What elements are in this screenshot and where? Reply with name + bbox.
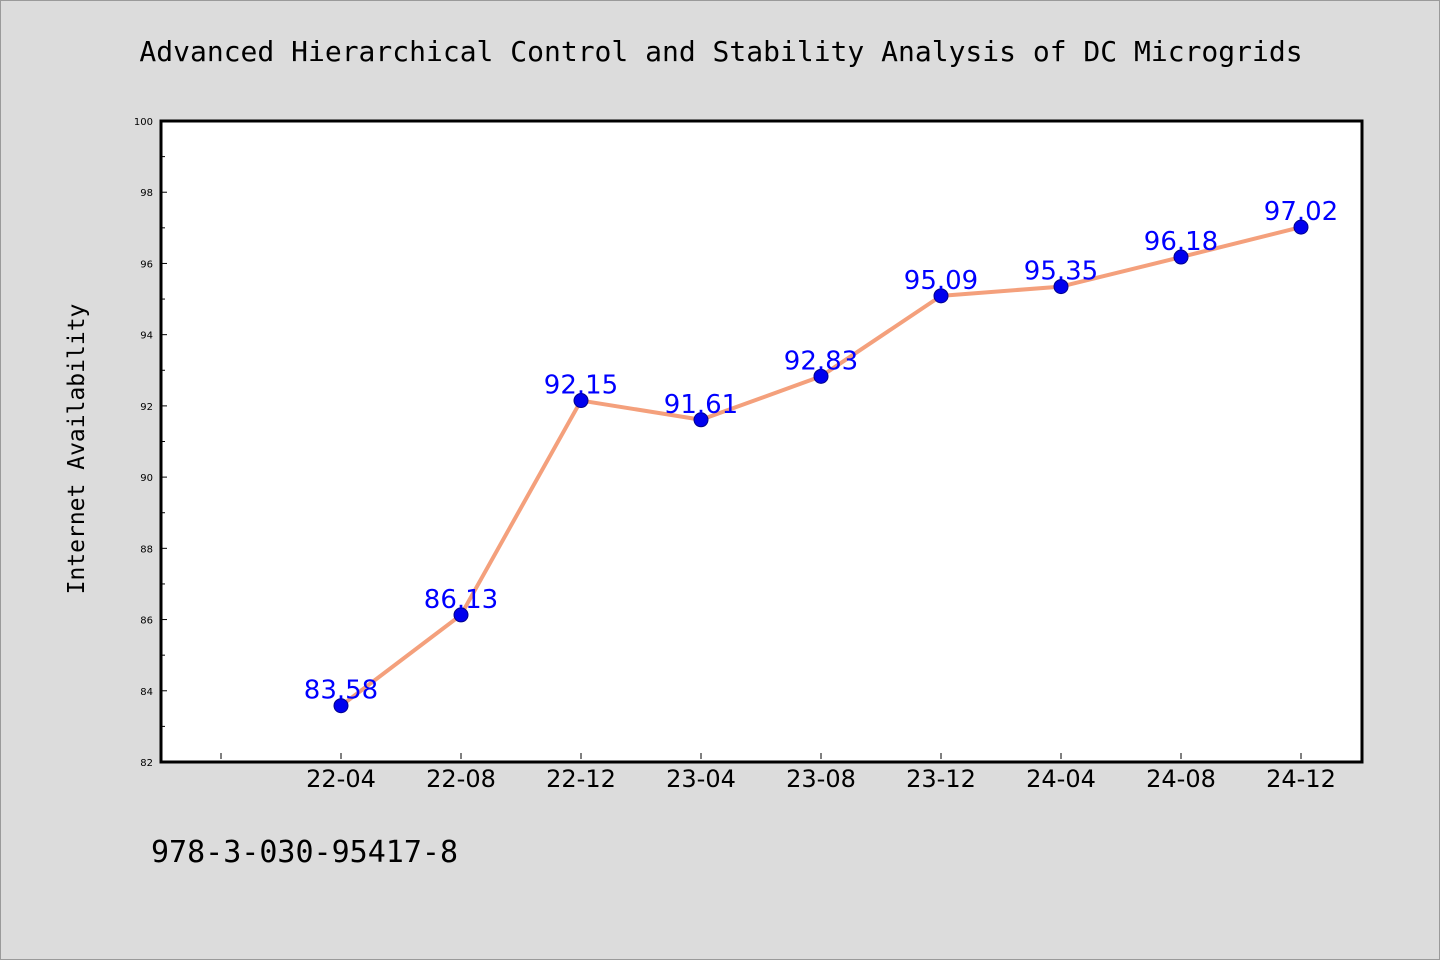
x-tick-label: 24-04: [1026, 765, 1096, 793]
x-axis: 22-04 22-08 22-12 23-04 23-08 23-12 24-04 24-08…: [220, 753, 1336, 793]
data-point-marker: [813, 368, 829, 384]
x-tick-label: 22-08: [426, 765, 496, 793]
x-tick-label: 23-12: [906, 765, 976, 793]
y-tick-label: 94: [140, 331, 153, 342]
chart-title: Advanced Hierarchical Control and Stabil…: [139, 35, 1303, 68]
x-tick-label: 22-12: [546, 765, 616, 793]
data-point-marker: [1293, 219, 1309, 235]
data-labels-layer: 83.58 86.13 92.15 91.61 92.83 95.09 95.35 96.18…: [304, 197, 1338, 706]
data-label: 95.35: [1024, 257, 1098, 287]
data-point-marker: [1173, 249, 1189, 265]
x-tick-label: 22-04: [306, 765, 376, 793]
footer-code: 978-3-030-95417-8: [151, 835, 459, 870]
y-tick-label: 100: [134, 117, 153, 128]
data-point-marker: [453, 607, 469, 623]
y-tick-label: 84: [140, 687, 153, 698]
x-tick-label: 24-08: [1146, 765, 1216, 793]
y-tick-label: 96: [140, 259, 153, 270]
y-tick-label: 82: [140, 758, 153, 769]
plot-area: [159, 119, 1364, 764]
data-label: 92.83: [784, 346, 858, 376]
y-tick-label: 86: [140, 616, 153, 627]
x-tick-label: 23-08: [786, 765, 856, 793]
data-label: 86.13: [424, 585, 498, 615]
x-tick-label: 24-12: [1266, 765, 1336, 793]
data-point-marker: [1053, 279, 1069, 295]
data-label: 97.02: [1264, 197, 1338, 227]
data-label: 91.61: [664, 390, 738, 420]
data-label: 96.18: [1144, 227, 1218, 257]
y-tick-label: 88: [140, 544, 153, 555]
data-point-marker: [573, 393, 589, 409]
data-label: 92.15: [544, 371, 618, 401]
data-label: 95.09: [904, 266, 978, 296]
y-tick-label: 90: [140, 473, 153, 484]
data-point-marker: [933, 288, 949, 304]
data-label: 83.58: [304, 676, 378, 706]
y-tick-label: 92: [140, 402, 153, 413]
x-tick-label: 23-04: [666, 765, 736, 793]
data-point-marker: [693, 412, 709, 428]
data-point-marker: [333, 698, 349, 714]
y-axis: 82 84 86 88 90 92 94 96 98 100: [134, 117, 167, 769]
y-tick-label: 98: [140, 188, 153, 199]
series-layer: [333, 219, 1309, 714]
